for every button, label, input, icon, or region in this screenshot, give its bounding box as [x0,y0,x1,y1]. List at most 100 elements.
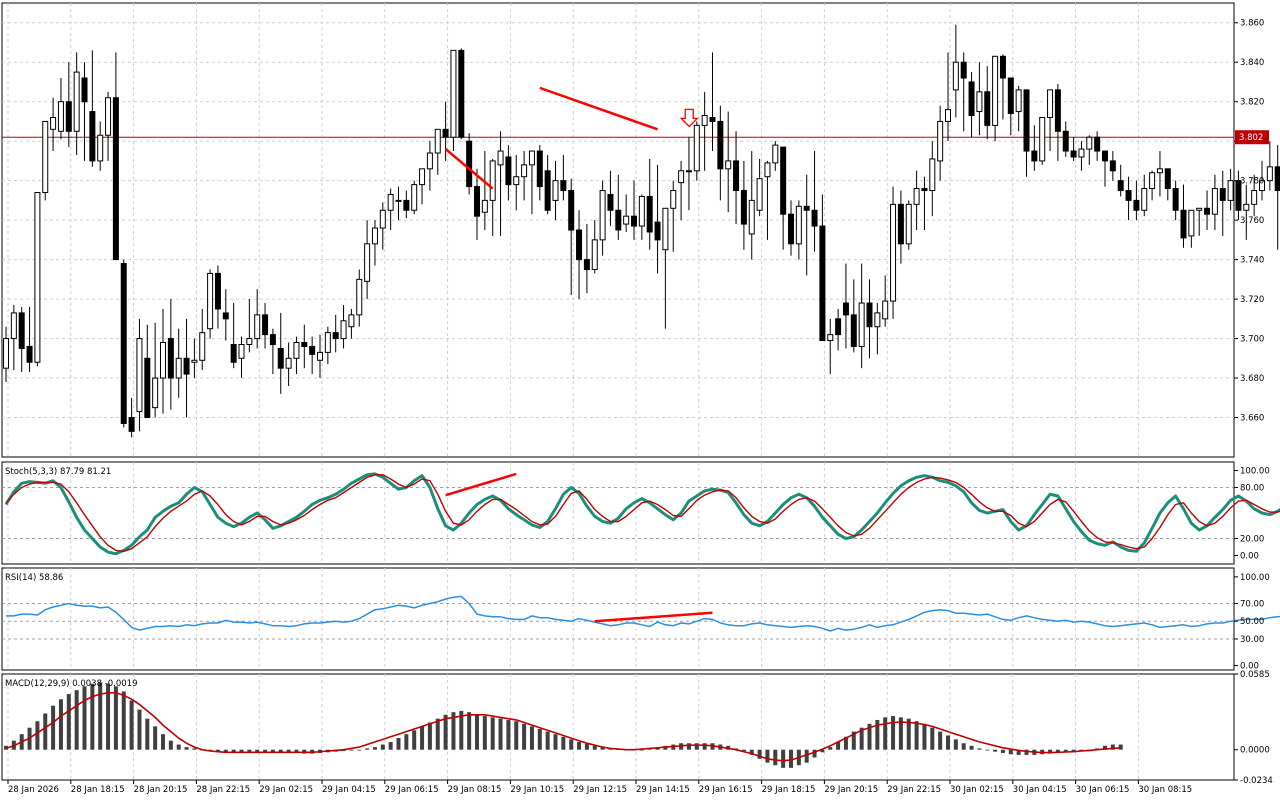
macd-histogram-bar [1055,749,1060,753]
price-tick-label: 3.760 [1240,216,1264,226]
rsi-tick-label: 70.00 [1240,599,1264,609]
candle-body-bullish [772,144,779,164]
price-tick-label: 3.680 [1240,374,1264,384]
macd-histogram-bar [176,744,181,750]
candle [309,336,316,375]
candle-body-bullish [890,203,897,302]
candle-body-bullish [748,199,755,235]
time-tick-label: 28 Jan 22:15 [196,785,250,795]
candle [1180,184,1187,248]
macd-histogram-bar [490,717,495,750]
candle-body-bullish [3,338,9,369]
candle-body-bullish [764,162,771,178]
candle-body-bearish [984,91,991,126]
candle-body-bearish [1054,89,1061,132]
candle-body-bearish [1219,188,1226,201]
candle-body-bullish [450,49,457,138]
macd-histogram-bar [113,686,118,750]
price-trendline[interactable] [444,148,494,190]
candle [481,151,488,230]
stochastic-panel[interactable] [2,472,1280,556]
candle [1204,190,1211,230]
macd-histogram-bar [946,735,950,750]
macd-histogram-bar [561,736,566,750]
candle-body-bullish [623,215,630,225]
candle [57,78,64,140]
candle [262,303,269,349]
time-tick-label: 29 Jan 18:15 [762,785,816,795]
macd-histogram-bar [639,749,644,751]
macd-histogram-bar [843,736,848,750]
price-tick-label: 3.780 [1240,177,1264,187]
candle-body-bullish [152,377,159,409]
price-trendline[interactable] [539,86,658,131]
macd-histogram-bar [1024,749,1029,755]
candle [1149,170,1156,201]
time-tick-label: 29 Jan 12:15 [573,785,627,795]
candle [348,308,355,339]
candle [489,158,496,236]
candle [112,52,119,261]
candle [521,151,528,201]
macd-histogram-bar [349,749,354,751]
candle [717,105,724,201]
candle-body-bearish [842,302,849,316]
macd-histogram-bar [74,690,79,750]
candle [293,336,300,375]
candle [1015,85,1022,132]
candle-body-bearish [18,312,25,349]
candle-body-bearish [560,180,567,192]
candle-body-bearish [1204,207,1211,215]
candle [1141,174,1148,217]
macd-panel[interactable] [4,682,1123,768]
macd-histogram-bar [1071,749,1076,752]
candle-body-bullish [552,180,559,201]
candle-body-bearish [222,312,229,320]
rsi-trendline[interactable] [594,611,713,623]
macd-histogram-bar [977,748,982,750]
candle-body-bullish [599,190,606,241]
macd-histogram-bar [223,749,228,752]
rsi-series-main [6,595,1280,632]
candle [788,200,794,256]
macd-histogram-bar [765,749,770,763]
candle-body-bearish [309,345,316,355]
candle-body-bearish [615,209,622,231]
macd-histogram-bar [789,749,793,768]
macd-histogram-bar [1063,749,1068,752]
stoch-trendline[interactable] [445,472,517,497]
candle-body-bearish [230,343,237,363]
candle [803,174,810,276]
candle-body-bearish [803,205,810,211]
candle [26,306,33,373]
macd-histogram-bar [443,714,448,750]
candle-body-bearish [403,199,410,211]
rsi-panel[interactable] [2,595,1280,640]
candle [1259,160,1265,201]
candle [850,279,857,353]
candle [246,299,253,353]
macd-histogram-bar [255,749,260,753]
macd-histogram-bar [741,749,746,752]
candle [748,151,755,260]
candle [379,202,386,250]
time-tick-label: 29 Jan 02:15 [259,785,313,795]
candle-body-bearish [968,81,975,117]
candle [897,190,904,264]
candle [254,289,261,349]
macd-histogram-bar [357,749,362,751]
macd-histogram-bar [600,747,605,750]
macd-indicator-label: MACD(12,29,9) 0.0038 -0.0019 [5,679,138,689]
candle [552,160,559,221]
candle-body-bullish [73,71,80,132]
candle [497,131,504,236]
candle-body-bullish [882,300,889,320]
candle-body-bullish [827,334,834,342]
price-panel[interactable] [2,24,1280,438]
candle-body-bullish [105,97,112,136]
candle-body-bullish [254,314,261,340]
candle [591,220,598,274]
candle [3,326,9,382]
candle-body-bullish [1211,188,1218,215]
